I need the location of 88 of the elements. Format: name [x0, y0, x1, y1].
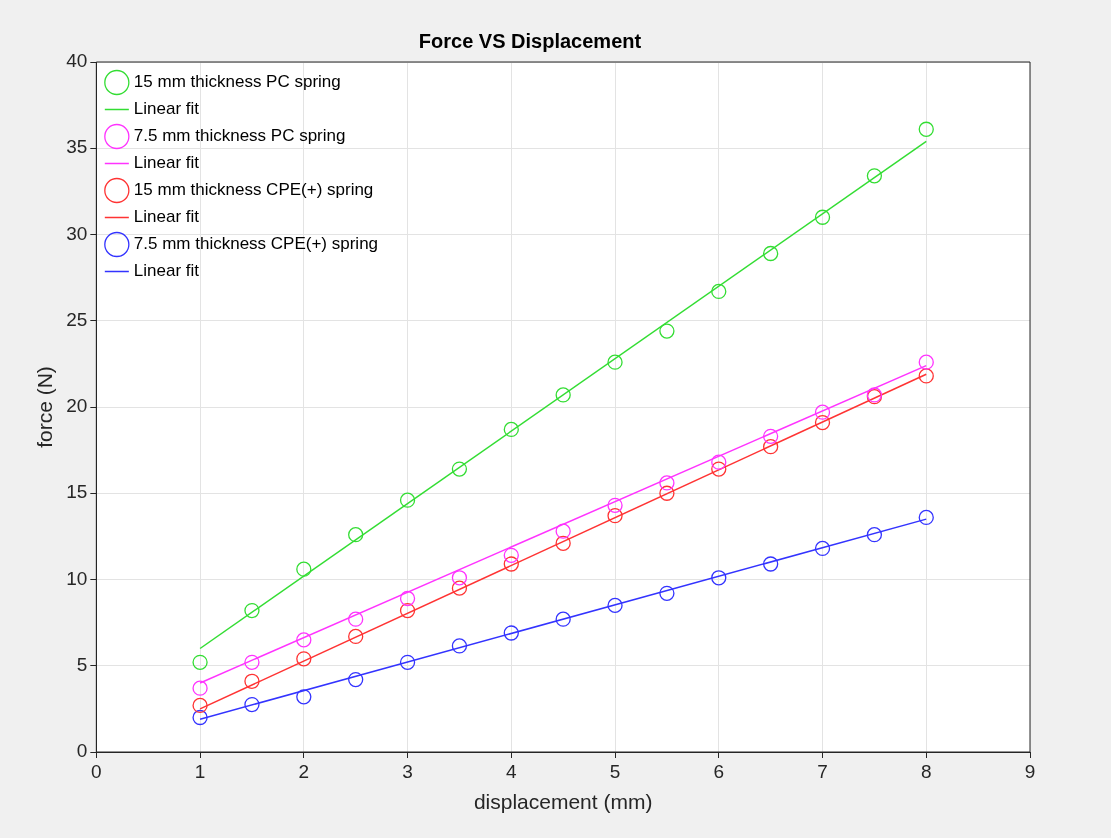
point	[399, 590, 416, 607]
point	[555, 611, 571, 627]
point	[348, 671, 364, 688]
point	[763, 428, 779, 444]
y-tick-label: 40	[66, 50, 88, 72]
chart-title: Force VS Displacement	[418, 29, 642, 52]
y-tick-label: 30	[66, 222, 88, 244]
x-tick-label: 1	[194, 760, 206, 782]
point	[918, 121, 934, 137]
point	[918, 368, 934, 384]
point	[711, 461, 727, 477]
point	[866, 527, 883, 543]
point	[918, 354, 934, 370]
y-tick-label: 15	[66, 481, 88, 503]
point	[503, 556, 519, 572]
point	[296, 651, 312, 667]
point	[814, 540, 831, 557]
x-tick-label: 9	[1024, 760, 1036, 782]
x-tick-label: 7	[817, 760, 828, 782]
point	[503, 547, 519, 563]
point	[763, 556, 779, 572]
legend-label: 7.5 mm thickness CPE(+) spring	[133, 234, 379, 254]
point	[451, 461, 468, 477]
point	[607, 497, 623, 513]
point	[296, 561, 312, 577]
point	[244, 673, 260, 689]
legend-label: Linear fit	[133, 261, 200, 281]
legend-label: 15 mm thickness CPE(+) spring	[133, 180, 374, 200]
point	[192, 680, 208, 696]
x-tick-label: 0	[91, 760, 102, 782]
point	[192, 697, 208, 714]
point	[918, 509, 934, 526]
legend-label: 15 mm thickness PC spring	[133, 72, 341, 92]
point	[399, 654, 416, 670]
point	[348, 527, 364, 543]
point	[296, 689, 312, 705]
y-axis-title: force (N)	[33, 366, 57, 448]
point	[244, 654, 260, 670]
point	[814, 404, 831, 420]
x-tick-label: 6	[713, 760, 725, 782]
point	[244, 696, 260, 713]
point	[711, 570, 727, 586]
point	[607, 508, 623, 524]
point	[607, 354, 623, 370]
y-tick-label: 10	[66, 567, 88, 589]
point	[399, 602, 416, 619]
point	[555, 387, 571, 403]
x-tick-label: 2	[298, 760, 310, 782]
point	[814, 414, 831, 431]
point	[296, 632, 312, 648]
point	[451, 570, 468, 586]
point	[192, 709, 208, 726]
y-tick-label: 0	[76, 740, 88, 762]
y-tick-label: 25	[66, 308, 88, 330]
point	[244, 602, 260, 619]
x-tick-label: 3	[402, 760, 413, 782]
legend-label: 7.5 mm thickness PC spring	[133, 126, 346, 146]
y-tick-label: 20	[66, 395, 88, 417]
point	[555, 535, 571, 551]
point	[503, 421, 519, 438]
legend-label: Linear fit	[133, 153, 200, 173]
x-tick-label: 5	[609, 760, 621, 782]
point	[399, 492, 416, 508]
point	[866, 168, 883, 184]
point	[659, 585, 675, 601]
y-tick-label: 35	[66, 136, 88, 158]
point	[814, 209, 831, 225]
point	[659, 485, 675, 501]
point	[763, 439, 779, 455]
point	[348, 628, 364, 645]
point	[503, 625, 519, 641]
point	[659, 475, 675, 491]
point	[659, 323, 675, 339]
point	[711, 454, 727, 470]
y-tick-label: 5	[76, 653, 88, 675]
x-tick-label: 4	[506, 760, 518, 782]
x-tick-label: 8	[920, 760, 932, 782]
legend-label: Linear fit	[133, 99, 200, 119]
point	[555, 523, 571, 539]
point	[348, 611, 364, 627]
x-axis-title: displacement (mm)	[473, 790, 653, 814]
point	[711, 283, 727, 300]
point	[763, 245, 779, 262]
legend-label: Linear fit	[133, 207, 200, 227]
point	[192, 654, 208, 670]
point	[451, 638, 468, 654]
point	[607, 597, 623, 614]
point	[451, 580, 468, 596]
